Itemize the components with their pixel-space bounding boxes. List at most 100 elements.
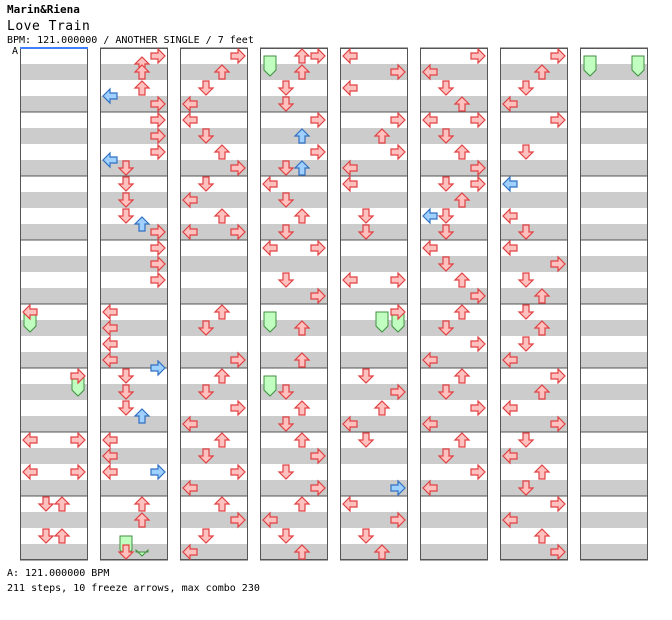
row-stripe bbox=[500, 352, 568, 368]
right-arrow-icon bbox=[230, 159, 246, 177]
row-stripe bbox=[340, 352, 408, 368]
left-arrow-icon bbox=[102, 447, 118, 465]
down-arrow-icon bbox=[437, 224, 455, 240]
down-arrow-icon bbox=[517, 432, 535, 448]
up-arrow-icon bbox=[213, 368, 231, 384]
up-arrow-icon bbox=[213, 304, 231, 320]
row-stripe bbox=[100, 512, 168, 528]
up-arrow-icon bbox=[133, 64, 151, 80]
row-stripe bbox=[260, 160, 328, 176]
right-arrow-icon bbox=[150, 47, 166, 65]
row-stripe bbox=[500, 544, 568, 560]
left-arrow-icon bbox=[422, 207, 438, 225]
row-stripe bbox=[340, 512, 408, 528]
chart-column bbox=[340, 47, 408, 561]
up-arrow-icon bbox=[293, 320, 311, 336]
up-arrow-icon bbox=[53, 496, 71, 512]
left-arrow-icon bbox=[502, 351, 518, 369]
left-arrow-icon bbox=[182, 479, 198, 497]
freeze-arrow bbox=[375, 311, 389, 333]
row-stripe bbox=[260, 352, 328, 368]
down-arrow-icon bbox=[117, 208, 135, 224]
row-stripe bbox=[260, 512, 328, 528]
down-arrow-icon bbox=[357, 368, 375, 384]
right-arrow-icon bbox=[150, 223, 166, 241]
freeze-arrow bbox=[631, 55, 645, 77]
up-arrow-icon bbox=[293, 400, 311, 416]
row-stripe bbox=[180, 448, 248, 464]
right-arrow-icon bbox=[150, 111, 166, 129]
up-arrow-icon bbox=[293, 48, 311, 64]
row-stripe bbox=[20, 192, 88, 208]
down-arrow-icon bbox=[277, 464, 295, 480]
right-arrow-icon bbox=[550, 111, 566, 129]
left-arrow-icon bbox=[182, 111, 198, 129]
row-stripe bbox=[20, 96, 88, 112]
left-arrow-icon bbox=[422, 415, 438, 433]
row-stripe bbox=[580, 480, 648, 496]
row-stripe bbox=[180, 512, 248, 528]
left-arrow-icon bbox=[342, 47, 358, 65]
right-arrow-icon bbox=[470, 287, 486, 305]
row-stripe bbox=[100, 128, 168, 144]
row-stripe bbox=[260, 256, 328, 272]
row-stripe bbox=[100, 480, 168, 496]
left-arrow-icon bbox=[342, 159, 358, 177]
right-arrow-icon bbox=[310, 479, 326, 497]
row-stripe bbox=[500, 192, 568, 208]
up-arrow-icon bbox=[533, 384, 551, 400]
up-arrow-icon bbox=[133, 80, 151, 96]
row-stripe bbox=[20, 224, 88, 240]
down-arrow-icon bbox=[357, 224, 375, 240]
row-stripe bbox=[100, 160, 168, 176]
left-arrow-icon bbox=[102, 431, 118, 449]
down-arrow-icon bbox=[37, 528, 55, 544]
left-arrow-icon bbox=[502, 399, 518, 417]
row-stripe bbox=[260, 64, 328, 80]
row-stripe bbox=[100, 352, 168, 368]
row-stripe bbox=[420, 64, 488, 80]
row-stripe bbox=[180, 480, 248, 496]
left-arrow-icon bbox=[102, 335, 118, 353]
row-stripe bbox=[420, 384, 488, 400]
column-border bbox=[420, 48, 488, 560]
row-stripe bbox=[340, 480, 408, 496]
right-arrow-icon bbox=[230, 399, 246, 417]
row-stripe bbox=[340, 128, 408, 144]
freeze-arrow bbox=[583, 55, 597, 77]
song-artist: Marin&Riena bbox=[7, 3, 80, 16]
freeze-arrow bbox=[263, 375, 277, 397]
freeze-arrow bbox=[263, 55, 277, 77]
row-stripe bbox=[20, 480, 88, 496]
up-arrow-icon bbox=[293, 432, 311, 448]
right-arrow-icon bbox=[310, 447, 326, 465]
row-stripe bbox=[580, 224, 648, 240]
row-stripe bbox=[420, 128, 488, 144]
column-border bbox=[340, 48, 408, 560]
left-arrow-icon bbox=[502, 447, 518, 465]
left-arrow-icon bbox=[102, 351, 118, 369]
right-arrow-icon bbox=[310, 47, 326, 65]
down-arrow-icon bbox=[437, 256, 455, 272]
row-stripe bbox=[180, 96, 248, 112]
left-arrow-icon bbox=[342, 495, 358, 513]
up-arrow-icon bbox=[293, 544, 311, 560]
row-stripe bbox=[340, 224, 408, 240]
row-stripe bbox=[20, 288, 88, 304]
row-stripe bbox=[100, 64, 168, 80]
row-stripe bbox=[340, 192, 408, 208]
down-arrow-icon bbox=[517, 304, 535, 320]
row-stripe bbox=[580, 256, 648, 272]
row-stripe bbox=[340, 288, 408, 304]
up-arrow-icon bbox=[213, 208, 231, 224]
row-stripe bbox=[420, 448, 488, 464]
row-stripe bbox=[500, 384, 568, 400]
left-arrow-icon bbox=[502, 175, 518, 193]
row-stripe bbox=[20, 160, 88, 176]
chart-column bbox=[580, 47, 648, 561]
down-arrow-icon bbox=[197, 384, 215, 400]
row-stripe bbox=[580, 448, 648, 464]
row-stripe bbox=[500, 224, 568, 240]
row-stripe bbox=[260, 384, 328, 400]
right-arrow-icon bbox=[470, 399, 486, 417]
